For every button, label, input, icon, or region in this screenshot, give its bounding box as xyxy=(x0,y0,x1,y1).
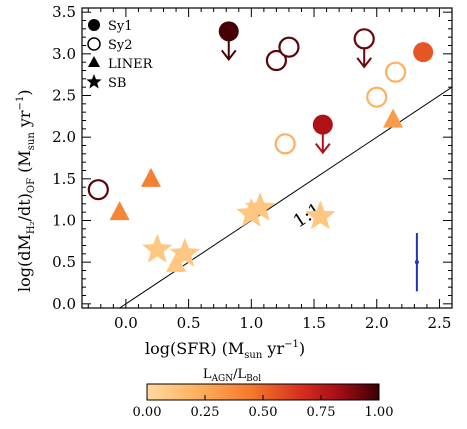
y-tick-label: 1.0 xyxy=(52,212,76,230)
x-tick-label: 1.5 xyxy=(302,314,326,332)
data-point-sb xyxy=(305,200,336,230)
legend-marker-sy2 xyxy=(87,37,101,51)
colorbar-tick-label: 0.50 xyxy=(249,405,278,420)
data-point-sy2 xyxy=(265,49,288,72)
data-point-sy2 xyxy=(366,86,388,108)
x-tick-label: 0.5 xyxy=(177,314,201,332)
x-axis-title: log(SFR) (Msun yr−1) xyxy=(145,339,305,361)
plot-frame xyxy=(81,7,453,309)
y-tick-label: 1.5 xyxy=(52,170,76,188)
legend-label-sy2: Sy2 xyxy=(108,38,133,53)
one-to-one-line xyxy=(119,86,452,308)
colorbar-tick-label: 0.25 xyxy=(191,405,220,420)
y-tick-label: 3.0 xyxy=(52,45,76,63)
legend-label-liner: LINER xyxy=(108,57,154,72)
upper-limit-arrowhead xyxy=(315,143,331,155)
data-point-liner xyxy=(383,108,404,128)
legend-label-sb: SB xyxy=(108,76,126,91)
x-tick-label: 2.0 xyxy=(365,314,389,332)
legend-label-sy1: Sy1 xyxy=(108,19,133,34)
data-point-sy1 xyxy=(312,114,333,135)
y-axis: 0.0 0.5 1.0 1.5 2.0 2.5 3.0 3.5 xyxy=(52,3,452,313)
y-tick-label: 0.5 xyxy=(52,253,76,271)
x-tick-label: 2.5 xyxy=(428,314,452,332)
legend-marker-liner xyxy=(88,56,100,67)
data-point-sy2 xyxy=(87,179,109,201)
y-tick-label: 0.0 xyxy=(52,295,76,313)
data-point-sb xyxy=(244,192,276,221)
data-point-sy2 xyxy=(274,133,296,155)
legend-marker-sb xyxy=(86,74,102,89)
data-point-sb xyxy=(169,237,201,267)
upper-limit-arrowhead xyxy=(220,49,237,61)
colorbar-tick-label: 0.75 xyxy=(307,405,336,420)
data-point-sy1 xyxy=(413,42,434,63)
data-point-sy2 xyxy=(353,28,375,50)
x-tick-label: 1.0 xyxy=(239,314,263,332)
data-point-liner xyxy=(166,252,187,272)
error-bar-point xyxy=(414,260,419,265)
colorbar-tick-label: 0.00 xyxy=(133,405,162,420)
data-point-sy2 xyxy=(278,36,300,58)
upper-limit-arrowhead xyxy=(356,57,372,69)
y-tick-label: 2.5 xyxy=(52,87,76,105)
x-tick-label: 0.0 xyxy=(114,314,138,332)
colorbar-title: LAGN/LBol xyxy=(203,367,261,384)
y-axis-title: log(dMH₂/dt)OF (Msun yr−1) xyxy=(15,89,37,292)
data-point-sb xyxy=(236,197,267,227)
error-bar xyxy=(414,233,419,292)
legend: Sy1 Sy2 LINER SB xyxy=(86,19,154,91)
colorbar-ticks: 0.00 0.25 0.50 0.75 1.00 xyxy=(133,395,394,420)
y-tick-label: 3.5 xyxy=(52,3,76,21)
data-point-liner xyxy=(109,201,130,221)
legend-marker-sy1 xyxy=(88,19,100,31)
data-point-liner xyxy=(140,167,161,187)
x-axis: 0.0 0.5 1.0 1.5 2.0 2.5 xyxy=(87,8,452,332)
data-point-sb xyxy=(142,233,173,263)
colorbar-tick-label: 1.00 xyxy=(365,405,394,420)
data-point-sy2 xyxy=(384,61,407,83)
data-point-sy1 xyxy=(218,21,239,42)
data-points xyxy=(87,21,434,272)
y-tick-label: 2.0 xyxy=(52,128,76,146)
